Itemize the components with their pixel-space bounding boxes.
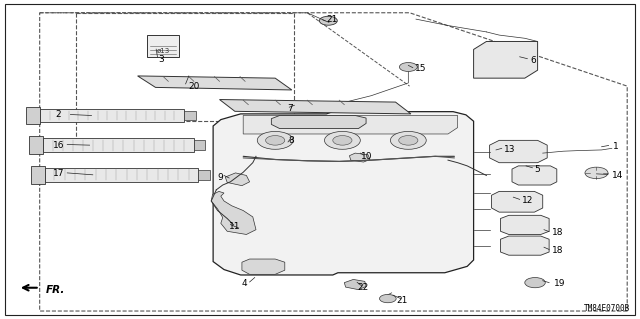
Bar xyxy=(31,166,45,184)
Text: 18: 18 xyxy=(552,228,563,237)
Text: 10: 10 xyxy=(361,152,372,161)
Polygon shape xyxy=(512,166,557,185)
Text: 1: 1 xyxy=(613,142,619,151)
Polygon shape xyxy=(492,191,543,212)
Text: 21: 21 xyxy=(397,296,408,305)
FancyBboxPatch shape xyxy=(147,35,179,57)
Polygon shape xyxy=(349,153,370,162)
Polygon shape xyxy=(474,41,538,78)
Text: 17: 17 xyxy=(52,169,64,178)
Bar xyxy=(29,136,44,154)
Text: 7: 7 xyxy=(287,104,292,113)
Polygon shape xyxy=(500,236,549,255)
Polygon shape xyxy=(243,115,458,134)
Polygon shape xyxy=(225,173,250,186)
Text: 9: 9 xyxy=(218,173,223,182)
Text: 8: 8 xyxy=(288,136,294,145)
Circle shape xyxy=(266,136,285,145)
Text: 13: 13 xyxy=(504,145,516,154)
Circle shape xyxy=(585,167,608,179)
Polygon shape xyxy=(500,215,549,234)
Text: ø13: ø13 xyxy=(157,48,170,54)
Text: 16: 16 xyxy=(52,141,64,150)
Polygon shape xyxy=(344,279,366,290)
Text: 2: 2 xyxy=(56,110,61,119)
Polygon shape xyxy=(242,259,285,274)
Circle shape xyxy=(380,294,396,303)
Text: 4: 4 xyxy=(242,279,248,288)
Polygon shape xyxy=(138,76,292,90)
Bar xyxy=(198,170,210,180)
Text: 22: 22 xyxy=(357,283,369,292)
Circle shape xyxy=(390,131,426,149)
Text: FR.: FR. xyxy=(46,285,65,295)
Text: 3: 3 xyxy=(159,55,164,63)
Text: 6: 6 xyxy=(530,56,536,65)
Circle shape xyxy=(399,136,418,145)
Text: 12: 12 xyxy=(522,197,533,205)
Bar xyxy=(44,138,193,152)
Circle shape xyxy=(525,278,545,288)
Text: 21: 21 xyxy=(326,15,338,24)
Bar xyxy=(26,107,40,124)
Circle shape xyxy=(399,63,417,71)
Bar xyxy=(45,168,198,182)
Circle shape xyxy=(333,136,352,145)
Bar xyxy=(184,111,196,120)
Bar xyxy=(40,109,184,122)
Text: 20: 20 xyxy=(189,82,200,91)
Circle shape xyxy=(324,131,360,149)
Polygon shape xyxy=(490,140,547,163)
Text: TM84E0700B: TM84E0700B xyxy=(584,304,630,313)
Polygon shape xyxy=(271,115,366,129)
Text: 11: 11 xyxy=(229,222,241,231)
Bar xyxy=(193,140,205,150)
Circle shape xyxy=(257,131,293,149)
Text: 15: 15 xyxy=(415,64,426,73)
Text: 5: 5 xyxy=(534,165,540,174)
Polygon shape xyxy=(211,191,256,234)
Polygon shape xyxy=(213,112,474,275)
Polygon shape xyxy=(220,100,411,114)
Text: 19: 19 xyxy=(554,279,565,288)
Circle shape xyxy=(319,16,337,25)
Text: 18: 18 xyxy=(552,246,563,255)
Text: 14: 14 xyxy=(612,171,623,180)
